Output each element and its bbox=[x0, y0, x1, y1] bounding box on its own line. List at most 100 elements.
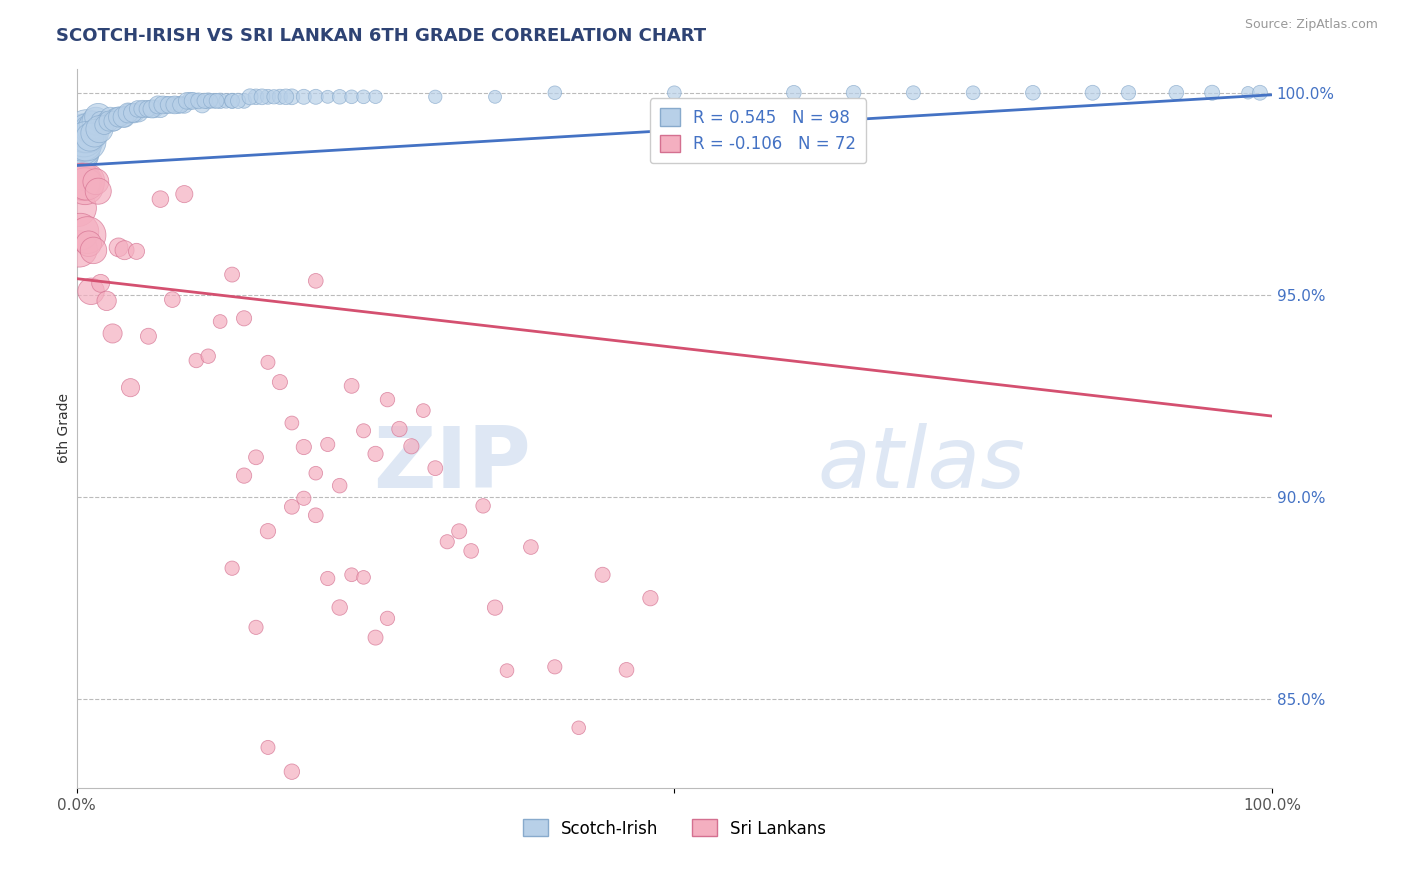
Point bbox=[1201, 86, 1223, 100]
Point bbox=[152, 98, 174, 112]
Point bbox=[353, 570, 375, 584]
Point bbox=[84, 175, 107, 189]
Point bbox=[364, 447, 387, 461]
Point bbox=[568, 721, 591, 735]
Point bbox=[592, 567, 614, 582]
Point bbox=[77, 122, 100, 136]
Point bbox=[72, 134, 94, 148]
Point bbox=[640, 591, 662, 606]
Point bbox=[127, 102, 149, 116]
Point bbox=[209, 314, 232, 328]
Point bbox=[69, 225, 91, 239]
Point bbox=[89, 122, 111, 136]
Point bbox=[340, 90, 363, 104]
Point bbox=[274, 90, 297, 104]
Point bbox=[66, 150, 89, 164]
Point bbox=[186, 353, 208, 368]
Point bbox=[91, 118, 114, 132]
Point bbox=[112, 110, 135, 124]
Point bbox=[962, 86, 984, 100]
Point bbox=[70, 138, 93, 153]
Point bbox=[215, 94, 238, 108]
Point bbox=[353, 90, 375, 104]
Point bbox=[107, 240, 129, 254]
Point bbox=[401, 439, 423, 453]
Point bbox=[173, 98, 195, 112]
Point bbox=[436, 534, 458, 549]
Point bbox=[281, 90, 304, 104]
Point bbox=[194, 94, 217, 108]
Point bbox=[364, 90, 387, 104]
Text: ZIP: ZIP bbox=[373, 423, 531, 506]
Point bbox=[167, 98, 190, 112]
Point bbox=[107, 110, 129, 124]
Point bbox=[143, 102, 166, 116]
Point bbox=[520, 540, 543, 554]
Point bbox=[83, 126, 105, 140]
Point bbox=[186, 94, 208, 108]
Point bbox=[544, 660, 567, 674]
Point bbox=[122, 106, 145, 120]
Point bbox=[79, 130, 101, 145]
Point bbox=[544, 86, 567, 100]
Point bbox=[75, 179, 97, 194]
Text: SCOTCH-IRISH VS SRI LANKAN 6TH GRADE CORRELATION CHART: SCOTCH-IRISH VS SRI LANKAN 6TH GRADE COR… bbox=[56, 27, 706, 45]
Point bbox=[245, 620, 267, 634]
Point bbox=[783, 86, 806, 100]
Point bbox=[1022, 86, 1045, 100]
Point bbox=[181, 94, 204, 108]
Text: Source: ZipAtlas.com: Source: ZipAtlas.com bbox=[1244, 18, 1378, 31]
Point bbox=[66, 201, 89, 215]
Point bbox=[263, 90, 285, 104]
Point bbox=[221, 561, 243, 575]
Point bbox=[239, 90, 262, 104]
Point bbox=[176, 94, 198, 108]
Point bbox=[76, 228, 98, 243]
Point bbox=[1166, 86, 1188, 100]
Point bbox=[96, 293, 118, 308]
Point bbox=[292, 491, 315, 506]
Point bbox=[98, 110, 121, 124]
Point bbox=[155, 98, 177, 112]
Point bbox=[75, 122, 97, 136]
Point bbox=[149, 192, 172, 206]
Point bbox=[257, 524, 280, 538]
Point bbox=[226, 94, 249, 108]
Point bbox=[120, 381, 142, 395]
Point bbox=[146, 98, 169, 112]
Point bbox=[233, 94, 256, 108]
Point bbox=[316, 90, 339, 104]
Point bbox=[117, 106, 139, 120]
Point bbox=[84, 114, 107, 128]
Point bbox=[250, 90, 273, 104]
Point bbox=[209, 94, 232, 108]
Point bbox=[292, 90, 315, 104]
Point bbox=[329, 90, 352, 104]
Point bbox=[842, 86, 865, 100]
Point bbox=[233, 468, 256, 483]
Point bbox=[221, 268, 243, 282]
Point bbox=[96, 114, 118, 128]
Point bbox=[128, 106, 150, 120]
Point bbox=[305, 274, 328, 288]
Point bbox=[316, 437, 339, 451]
Point bbox=[75, 126, 97, 140]
Point bbox=[132, 102, 155, 116]
Point bbox=[80, 122, 103, 136]
Point bbox=[257, 740, 280, 755]
Point bbox=[162, 293, 184, 307]
Point bbox=[87, 110, 110, 124]
Point bbox=[412, 403, 434, 417]
Point bbox=[269, 375, 291, 389]
Point bbox=[205, 94, 228, 108]
Point bbox=[292, 440, 315, 454]
Point bbox=[1249, 86, 1271, 100]
Point bbox=[105, 110, 128, 124]
Point bbox=[484, 600, 506, 615]
Point bbox=[187, 94, 209, 108]
Point bbox=[114, 110, 136, 124]
Point bbox=[138, 102, 160, 116]
Point bbox=[75, 175, 97, 189]
Point bbox=[149, 102, 172, 116]
Point bbox=[114, 243, 136, 257]
